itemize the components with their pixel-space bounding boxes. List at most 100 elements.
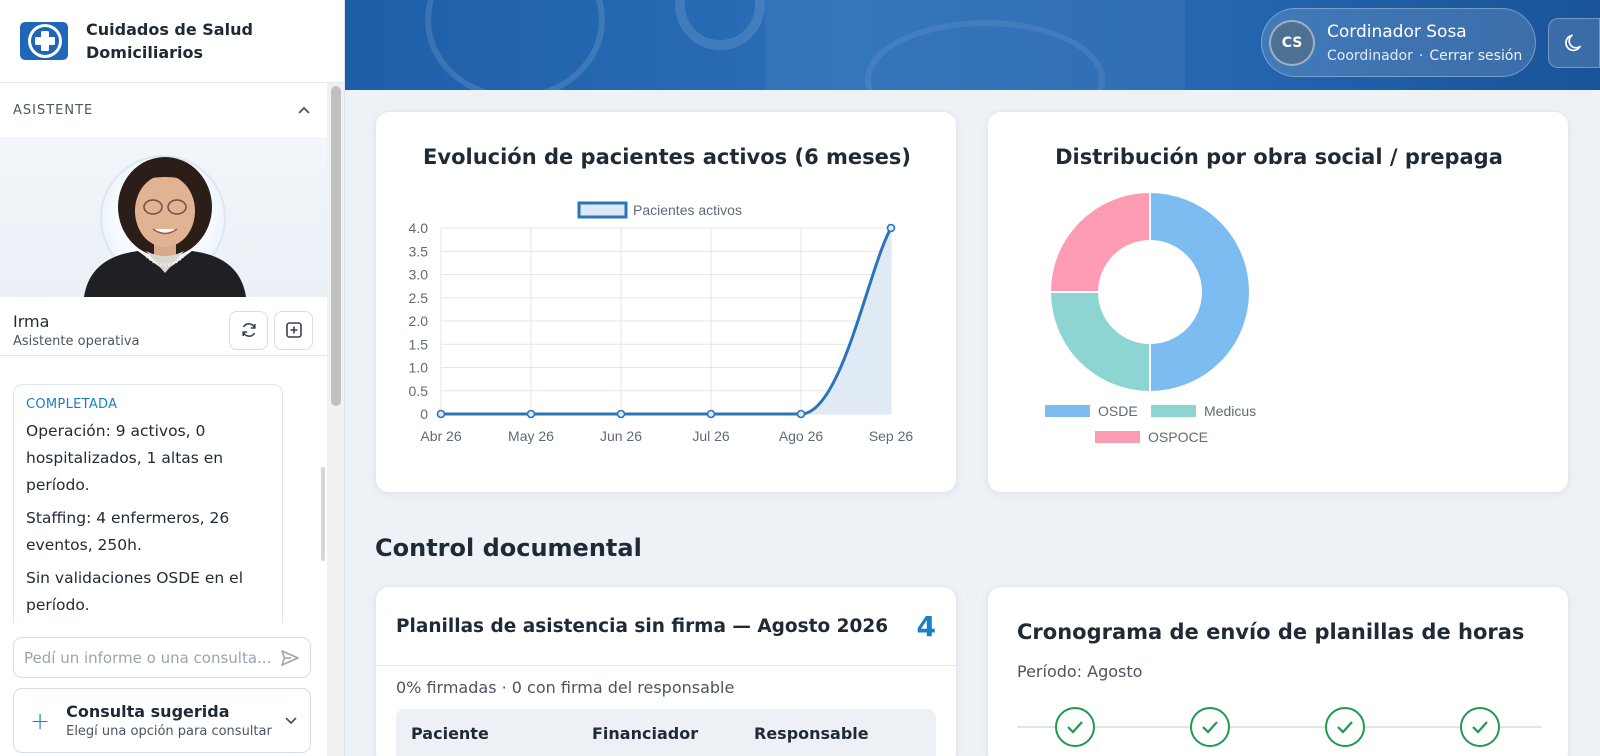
table-header: Paciente Financiador Responsable [396, 709, 936, 756]
timesheet-schedule-title: Cronograma de envío de planillas de hora… [1017, 620, 1525, 644]
y-tick-label: 0 [420, 406, 428, 422]
schedule-steps [1017, 707, 1541, 747]
message-paragraph: Sin validaciones OSDE en el período. [26, 569, 244, 614]
x-tick-label: May 26 [508, 428, 554, 444]
chevron-up-icon [298, 106, 310, 114]
insurance-distribution-chart: Distribución por obra social / prepaga OS… [1045, 145, 1503, 445]
user-role: Coordinador [1327, 47, 1413, 64]
data-point [796, 409, 806, 419]
logout-link[interactable]: Cerrar sesión [1429, 47, 1523, 64]
data-point [526, 409, 536, 419]
data-point [436, 409, 446, 419]
section-title: Control documental [375, 534, 642, 562]
user-name: Cordinador Sosa [1327, 21, 1467, 42]
assistant-section-toggle[interactable]: ASISTENTE [0, 83, 327, 137]
chat-input[interactable] [24, 648, 280, 667]
y-tick-label: 4.0 [409, 220, 429, 236]
check-icon [1337, 721, 1353, 734]
banner-photo-overlay [765, 0, 1185, 90]
banner-decoration [675, 0, 765, 50]
message-paragraph: Operación: 9 activos, 0 hospitalizados, … [26, 422, 224, 494]
y-tick-label: 1.5 [409, 336, 429, 352]
refresh-button[interactable] [229, 310, 268, 350]
suggested-query-subtitle: Elegí una opción para consultar [66, 724, 272, 739]
step-complete[interactable] [1190, 707, 1230, 747]
series-line [441, 227, 893, 416]
chart-title: Evolución de pacientes activos (6 meses) [423, 145, 911, 169]
user-avatar: CS [1269, 19, 1315, 66]
plus-square-icon [285, 322, 302, 338]
x-tick-label: Jun 26 [600, 428, 642, 444]
legend-swatch [577, 201, 628, 219]
y-tick-label: 1.0 [409, 360, 429, 376]
data-point [616, 409, 626, 419]
pie-slice [1149, 190, 1251, 394]
theme-toggle-button[interactable] [1548, 18, 1600, 68]
step-complete[interactable] [1325, 707, 1365, 747]
unsigned-timesheets-card: Planillas de asistencia sin firma — Agos… [375, 586, 957, 756]
sidebar: Cuidados de Salud Domiciliarios ASISTENT… [0, 0, 345, 756]
medical-cross-logo-icon [20, 22, 68, 60]
check-icon [1202, 721, 1218, 734]
send-icon[interactable] [280, 648, 300, 668]
suggested-query-title: Consulta sugerida [66, 702, 230, 721]
unsigned-timesheets-stats: 0% firmadas · 0 con firma del responsabl… [396, 678, 735, 697]
chat-scrollbar[interactable] [321, 467, 325, 561]
divider [0, 355, 327, 356]
plus-icon: + [30, 706, 51, 735]
header-banner [345, 0, 1600, 90]
legend-label: OSDE [1098, 403, 1138, 419]
message-status-badge: COMPLETADA [26, 397, 118, 412]
x-tick-label: Ago 26 [779, 428, 824, 444]
y-tick-label: 2.0 [409, 313, 429, 329]
y-tick-label: 0.5 [409, 383, 429, 399]
assistant-portrait-area [0, 137, 327, 297]
assistant-avatar [84, 157, 246, 297]
timesheet-schedule-period: Período: Agosto [1017, 662, 1143, 681]
insurance-distribution-chart-card: Distribución por obra social / prepaga OS… [987, 111, 1569, 493]
refresh-icon [241, 323, 256, 337]
legend-label: Medicus [1204, 403, 1256, 419]
step-complete[interactable] [1055, 707, 1095, 747]
column-header-responsible[interactable]: Responsable [754, 723, 869, 743]
message-paragraph: Staffing: 4 enfermeros, 26 eventos, 250h… [26, 509, 230, 554]
step-complete[interactable] [1460, 707, 1500, 747]
legend-label: Pacientes activos [633, 202, 742, 218]
timesheet-schedule-card: Cronograma de envío de planillas de hora… [987, 586, 1569, 756]
y-tick-label: 3.5 [409, 243, 429, 259]
data-point [706, 409, 716, 419]
x-tick-label: Sep 26 [869, 428, 914, 444]
pie-slice [1048, 291, 1151, 394]
x-tick-label: Jul 26 [692, 428, 730, 444]
suggested-query-dropdown[interactable]: + Consulta sugerida Elegí una opción par… [13, 688, 311, 753]
legend-label: OSPOCE [1148, 429, 1208, 445]
brand-name: Cuidados de Salud Domiciliarios [86, 20, 253, 62]
chat-input-box [13, 637, 311, 678]
column-header-patient[interactable]: Paciente [411, 723, 489, 743]
check-icon [1067, 721, 1083, 734]
assistant-section-label: ASISTENTE [13, 102, 94, 118]
y-tick-label: 3.0 [409, 267, 429, 283]
new-chat-button[interactable] [274, 310, 313, 350]
column-header-financer[interactable]: Financiador [592, 723, 699, 743]
user-menu[interactable]: CS Cordinador Sosa Coordinador · Cerrar se… [1261, 8, 1536, 77]
data-point [886, 223, 896, 233]
active-patients-chart: Evolución de pacientes activos (6 meses)… [409, 145, 914, 444]
brand-header: Cuidados de Salud Domiciliarios [0, 0, 344, 83]
chart-title: Distribución por obra social / prepaga [1055, 145, 1503, 169]
chat-messages[interactable]: COMPLETADA Operación: 9 activos, 0 hospi… [0, 357, 327, 623]
series-area [441, 228, 891, 414]
y-tick-label: 2.5 [409, 290, 429, 306]
moon-icon [1565, 34, 1581, 52]
assistant-persona: Irma Asistente operativa [0, 297, 327, 353]
check-icon [1472, 721, 1488, 734]
assistant-name: Irma [13, 311, 50, 331]
assistant-message-card: COMPLETADA Operación: 9 activos, 0 hospi… [13, 384, 283, 623]
unsigned-timesheets-title: Planillas de asistencia sin firma — Agos… [396, 615, 889, 637]
banner-decoration [425, 0, 605, 90]
legend-swatch [1151, 405, 1196, 417]
sidebar-scrollbar-thumb[interactable] [331, 86, 341, 406]
steps-connector [1017, 726, 1541, 728]
pie-slice [1048, 190, 1151, 293]
active-patients-chart-card: Evolución de pacientes activos (6 meses)… [375, 111, 957, 493]
